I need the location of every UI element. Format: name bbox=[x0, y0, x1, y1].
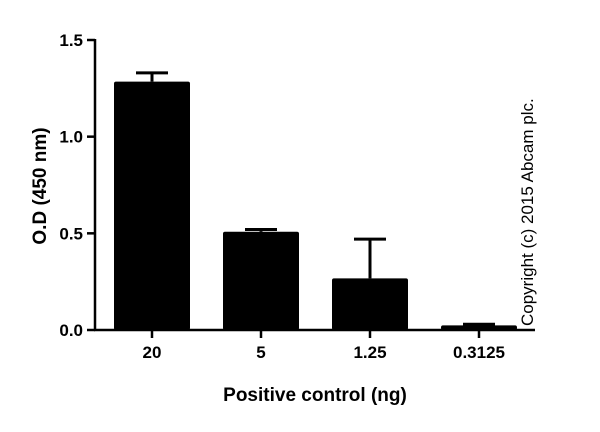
bar-5 bbox=[223, 231, 299, 330]
y-axis-label: O.D (450 nm) bbox=[30, 127, 51, 244]
x-tick-label: 5 bbox=[256, 343, 265, 362]
y-tick-label: 1.5 bbox=[59, 31, 83, 50]
y-tick-label: 0.5 bbox=[59, 224, 83, 243]
y-tick-label: 0.0 bbox=[59, 321, 83, 340]
bar-1.25 bbox=[332, 278, 408, 330]
axes-group: 20 5 1.25 0.3125 0.0 0.5 1.0 1.5 bbox=[59, 31, 535, 362]
x-tick-label: 0.3125 bbox=[453, 343, 505, 362]
y-tick-label: 1.0 bbox=[59, 128, 83, 147]
bar-20 bbox=[114, 81, 190, 330]
x-tick-label: 1.25 bbox=[353, 343, 386, 362]
bars-group bbox=[114, 71, 517, 330]
x-tick-label: 20 bbox=[143, 343, 162, 362]
copyright-annotation: Copyright (c) 2015 Abcam plc. bbox=[518, 98, 537, 326]
x-axis-label: Positive control (ng) bbox=[223, 385, 407, 406]
